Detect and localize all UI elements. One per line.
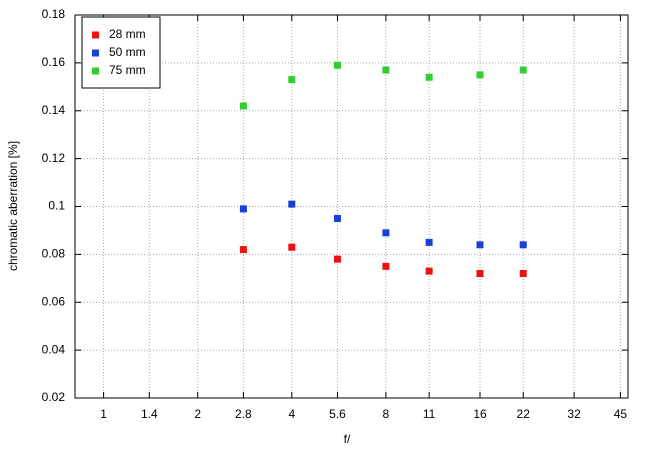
- x-tick-label: 11: [423, 407, 436, 421]
- point: [519, 66, 527, 74]
- point: [333, 61, 341, 69]
- x-axis-label: f/: [344, 432, 351, 446]
- point: [239, 102, 247, 110]
- x-tick-label: 16: [473, 407, 487, 421]
- legend-label: 75 mm: [109, 63, 146, 77]
- y-tick-label: 0.14: [42, 103, 66, 117]
- point: [382, 66, 390, 74]
- x-tick-label: 22: [517, 407, 531, 421]
- legend-label: 28 mm: [109, 27, 146, 41]
- y-axis-label: chromatic aberration [%]: [6, 141, 20, 271]
- x-tick-label: 1.4: [141, 407, 158, 421]
- y-tick-label: 0.06: [42, 294, 66, 308]
- point: [519, 270, 527, 278]
- y-tick-label: 0.08: [42, 247, 66, 261]
- y-tick-label: 0.12: [42, 151, 66, 165]
- point: [333, 255, 341, 263]
- x-tick-label: 8: [383, 407, 390, 421]
- y-tick-label: 0.16: [42, 55, 66, 69]
- x-tick-label: 45: [614, 407, 628, 421]
- x-tick-label: 5.6: [329, 407, 346, 421]
- y-tick-label: 0.04: [42, 342, 66, 356]
- point: [476, 241, 484, 249]
- y-tick-label: 0.02: [42, 390, 66, 404]
- point: [425, 73, 433, 81]
- legend-marker: [92, 67, 99, 75]
- point: [382, 262, 390, 270]
- plot-frame: [74, 14, 629, 399]
- x-tick-label: 2.8: [235, 407, 252, 421]
- point: [239, 246, 247, 254]
- legend-marker: [92, 49, 99, 57]
- legend-label: 50 mm: [109, 45, 146, 59]
- x-tick-label: 2: [194, 407, 201, 421]
- point: [288, 76, 296, 84]
- point: [476, 71, 484, 79]
- x-tick-label: 4: [288, 407, 295, 421]
- x-tick-label: 32: [567, 407, 581, 421]
- point: [476, 270, 484, 278]
- x-tick-label: 1: [100, 407, 107, 421]
- point: [239, 205, 247, 213]
- point: [425, 267, 433, 275]
- y-tick-label: 0.18: [42, 7, 66, 21]
- y-tick-label: 0.1: [48, 199, 65, 213]
- point: [288, 243, 296, 251]
- point: [519, 241, 527, 249]
- point: [333, 214, 341, 222]
- point: [382, 229, 390, 237]
- point: [425, 238, 433, 246]
- point: [288, 200, 296, 208]
- legend-marker: [92, 31, 99, 39]
